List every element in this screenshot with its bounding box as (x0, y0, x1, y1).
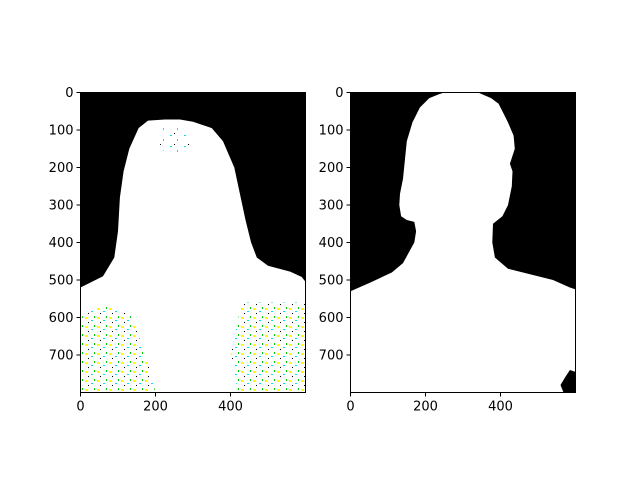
right-y-tick-label: 0 (335, 86, 343, 101)
right-y-tick-label: 700 (319, 349, 344, 364)
right-x-tick-label: 0 (346, 400, 354, 415)
right-y-tick-label: 400 (319, 236, 344, 251)
right-y-ticks: 0 100 200 300 400 500 600 700 (319, 86, 351, 364)
left-y-tick-label: 700 (49, 349, 74, 364)
left-y-tick-label: 200 (49, 161, 74, 176)
left-y-tick-label: 500 (49, 274, 74, 289)
left-image-axes: 0 200 400 0 100 200 300 400 500 600 700 (49, 86, 306, 415)
right-y-tick-label: 500 (319, 274, 344, 289)
left-hair-noise (159, 128, 193, 157)
right-x-tick-label: 200 (413, 400, 438, 415)
left-y-tick-label: 0 (65, 86, 73, 101)
right-y-tick-label: 600 (319, 311, 344, 326)
left-clothing-noise (80, 302, 306, 393)
left-x-ticks: 0 200 400 (76, 392, 243, 415)
left-y-tick-label: 300 (49, 199, 74, 214)
left-y-tick-label: 400 (49, 236, 74, 251)
left-y-tick-label: 600 (49, 311, 74, 326)
right-y-tick-label: 200 (319, 161, 344, 176)
right-x-ticks: 0 200 400 (346, 392, 513, 415)
left-y-ticks: 0 100 200 300 400 500 600 700 (49, 86, 81, 364)
right-y-tick-label: 300 (319, 199, 344, 214)
right-image-axes: 0 200 400 0 100 200 300 400 500 600 700 (319, 86, 576, 415)
right-y-tick-label: 100 (319, 124, 344, 139)
right-x-tick-label: 400 (488, 400, 513, 415)
left-x-tick-label: 0 (76, 400, 84, 415)
left-x-tick-label: 200 (143, 400, 168, 415)
right-corner-noise (560, 370, 576, 393)
left-y-tick-label: 100 (49, 124, 74, 139)
left-x-tick-label: 400 (218, 400, 243, 415)
right-person-silhouette (350, 92, 576, 393)
